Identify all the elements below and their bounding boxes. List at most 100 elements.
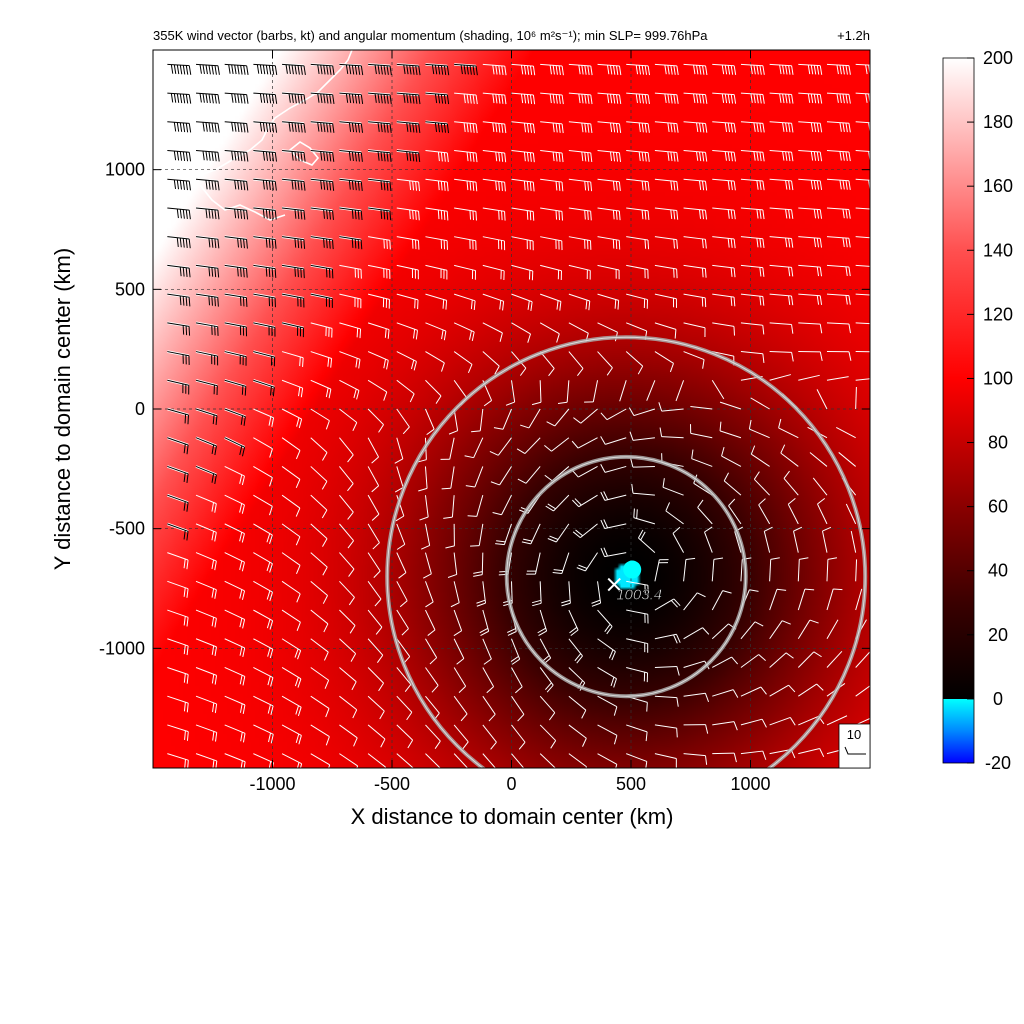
wind-barb [425,667,439,693]
wind-barb [253,63,278,75]
wind-barb [253,523,273,544]
wind-barb [798,683,824,697]
wind-barb [626,580,649,595]
wind-barb [367,523,380,550]
wind-barb [367,91,392,105]
wind-barb [310,753,331,768]
wind-barb [740,121,765,133]
wind-barb [368,236,391,250]
wind-barb [740,264,765,277]
barb-reference-label: 10 [847,727,861,742]
wind-barb [697,499,713,525]
wind-barb [683,724,709,734]
x-tick-label: -500 [374,774,410,794]
wind-barb [626,178,650,191]
wind-barb [711,380,725,400]
wind-barb [545,494,570,512]
wind-barb [769,236,794,248]
wind-barb [281,177,306,191]
wind-barb [758,498,771,525]
wind-barb [826,351,852,361]
wind-barb [654,598,681,611]
wind-barb [367,581,382,607]
wind-barb [281,235,306,249]
wind-barb [683,236,707,249]
x-axis-label: X distance to domain center (km) [351,804,674,829]
wind-barb [253,206,277,220]
wind-barb [425,207,449,221]
wind-barb [798,178,823,191]
wind-barb [396,695,413,721]
wind-barb [568,178,593,192]
wind-barb [396,236,420,250]
wind-barb [367,695,385,720]
wind-barb [631,484,655,496]
wind-barb [339,149,363,162]
wind-barb [740,621,764,640]
x-tick-label: 500 [616,774,646,794]
wind-barb [195,321,219,336]
wind-barb [339,264,362,279]
wind-barb [597,264,620,280]
wind-barb [310,351,333,368]
wind-barb [224,552,245,572]
colorbar-tick-label: 140 [983,240,1013,260]
wind-barb [798,92,823,104]
wind-barb [568,63,593,76]
wind-barb [654,559,669,582]
wind-barb [224,753,246,768]
time-label: +1.2h [837,28,870,43]
wind-barb [224,149,249,162]
wind-barb [310,408,330,430]
wind-barb [454,178,478,192]
wind-barb [630,458,655,468]
wind-barb [167,149,192,162]
wind-barb [539,322,560,343]
wind-barb [740,63,765,75]
wind-barb [310,580,328,604]
wind-barb [510,638,521,665]
wind-barb [797,588,815,611]
wind-barb [516,437,541,455]
wind-barb [482,150,507,163]
wind-barb [281,466,301,488]
wind-barb [740,293,765,306]
wind-barb [195,350,219,366]
wind-barb [626,236,650,250]
wind-barb [769,351,794,362]
radius-ring-inner [506,456,747,697]
wind-barb [683,121,708,133]
wind-barb [482,121,507,134]
wind-barb [467,495,484,517]
wind-barb [166,465,189,484]
wind-barb [310,322,333,338]
wind-barb [540,236,563,251]
wind-barb [253,149,277,162]
wind-barb [511,322,531,343]
wind-barb [568,351,584,377]
wind-barb [167,206,191,220]
wind-barb [281,523,301,546]
wind-barb [769,374,791,381]
wind-barb [826,63,851,75]
wind-barb [576,552,598,572]
wind-barb [511,724,526,750]
wind-barb [482,293,505,311]
wind-barb [728,498,742,525]
wind-barb [339,552,355,577]
wind-barb [540,264,563,281]
wind-barb [224,436,246,457]
wind-barb [166,493,189,512]
wind-barb [195,206,220,220]
wind-barb [511,178,535,192]
wind-barb [310,206,334,220]
wind-barb [816,389,828,410]
wind-barb [425,293,448,310]
wind-barb [597,236,621,250]
wind-barb [531,581,542,607]
wind-barb [482,178,506,192]
wind-barb [798,207,823,219]
wind-barb [310,120,335,133]
wind-barb [339,351,361,369]
